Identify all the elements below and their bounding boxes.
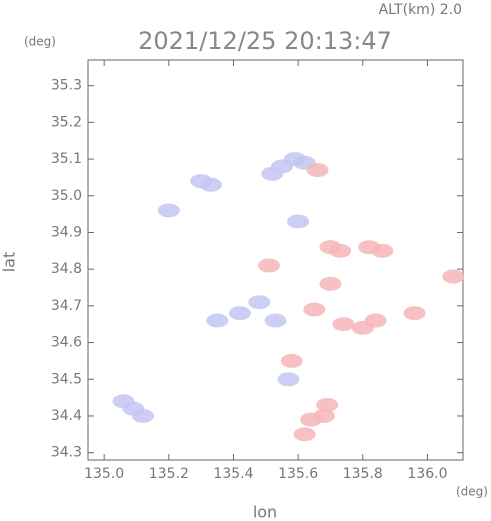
x-tick-label: 135.6 — [278, 466, 318, 482]
y-tick-label: 35.0 — [51, 188, 82, 204]
y-tick-label: 34.5 — [51, 371, 82, 387]
x-axis-label: lon — [253, 503, 277, 521]
echo — [403, 306, 426, 321]
echo — [264, 313, 287, 328]
x-unit: (deg) — [456, 485, 488, 499]
y-tick-label: 34.4 — [51, 408, 82, 424]
echo — [371, 243, 394, 258]
y-tick-label: 34.6 — [51, 335, 82, 351]
y-tick-label: 34.7 — [51, 298, 82, 314]
echo — [442, 269, 465, 284]
x-tick-label: 136.0 — [407, 466, 447, 482]
x-tick-label: 135.0 — [84, 466, 124, 482]
y-tick-label: 35.1 — [51, 151, 82, 167]
echo — [258, 258, 281, 273]
echo — [364, 313, 387, 328]
y-tick-label: 35.2 — [51, 114, 82, 130]
echo — [316, 397, 339, 412]
echo — [206, 313, 229, 328]
x-tick-label: 135.8 — [343, 466, 383, 482]
x-tick-label: 135.4 — [213, 466, 253, 482]
echo — [228, 306, 251, 321]
echo — [300, 412, 323, 427]
echo — [332, 317, 355, 332]
echo — [319, 276, 342, 291]
chart-title: 2021/12/25 20:13:47 — [138, 27, 392, 55]
echo — [287, 214, 310, 229]
y-tick-label: 34.3 — [51, 445, 82, 461]
echo — [131, 408, 154, 423]
y-tick-label: 34.8 — [51, 261, 82, 277]
echo — [199, 177, 222, 192]
echo — [277, 372, 300, 387]
plot-frame — [87, 59, 464, 461]
y-axis-label: lat — [0, 252, 19, 273]
y-tick-label: 35.3 — [51, 78, 82, 94]
echo — [303, 302, 326, 317]
echo — [157, 203, 180, 218]
y-tick-label: 34.9 — [51, 224, 82, 240]
x-tick-label: 135.2 — [149, 466, 189, 482]
echo — [280, 353, 303, 368]
y-unit: (deg) — [24, 35, 56, 49]
echo — [248, 295, 271, 310]
altitude: ALT(km) 2.0 — [379, 2, 462, 18]
echo — [329, 243, 352, 258]
echo — [306, 163, 329, 178]
echo — [293, 427, 316, 442]
